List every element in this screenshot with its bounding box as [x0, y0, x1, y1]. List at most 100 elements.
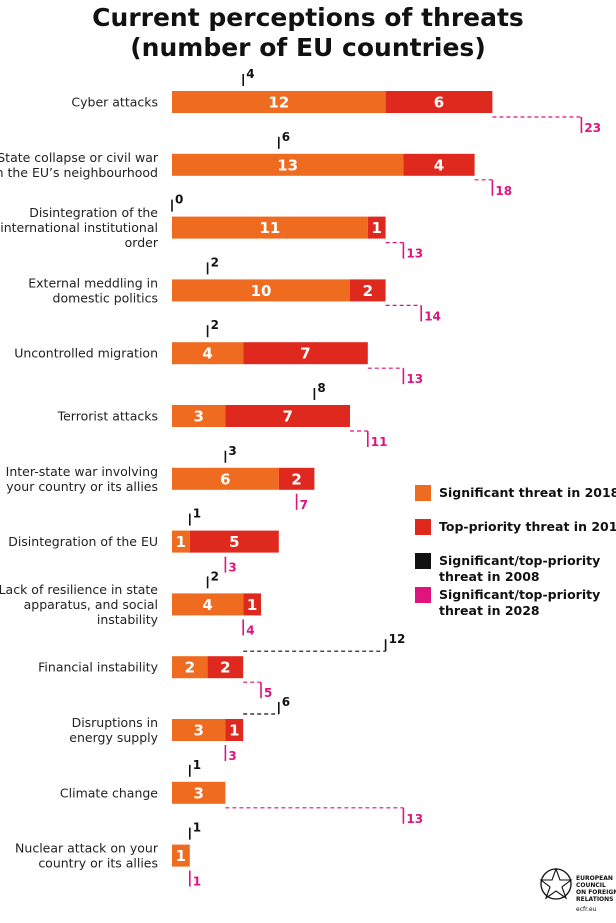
- legend-swatch: [415, 519, 431, 535]
- bar-top-priority-2018: [350, 279, 386, 302]
- bar-significant-2018: [172, 656, 208, 679]
- category-label: Disruptions in: [72, 715, 158, 730]
- bar-value-label: 6: [434, 94, 444, 112]
- bar-top-priority-2018: [367, 216, 386, 239]
- category-label: energy supply: [69, 730, 158, 745]
- bar-significant-2018: [172, 530, 190, 553]
- marker-2008-label: 4: [246, 67, 254, 81]
- category-label: Lack of resilience in state: [0, 582, 158, 597]
- bar-row: Uncontrolled migration 4 7 2 13: [14, 318, 423, 386]
- bar-top-priority-2018: [225, 719, 244, 741]
- bar-significant-2018: [172, 279, 350, 302]
- legend-label: Significant/top-priority: [439, 553, 600, 568]
- category-label: Disintegration of the: [29, 205, 158, 220]
- logo-text: RELATIONS: [576, 896, 614, 903]
- category-label: instability: [97, 612, 159, 627]
- bar-value-label: 3: [193, 722, 203, 740]
- legend-swatch: [415, 553, 431, 569]
- marker-2028-label: 11: [371, 435, 388, 449]
- category-label: Terrorist attacks: [57, 409, 158, 424]
- legend-label: Significant threat in 2018: [439, 485, 616, 500]
- category-label: in the EU’s neighbourhood: [0, 165, 158, 180]
- category-label: Nuclear attack on your: [15, 841, 159, 856]
- bar-value-label: 2: [291, 470, 301, 488]
- marker-2028-label: 3: [228, 749, 236, 763]
- bar-value-label: 12: [268, 94, 289, 112]
- marker-2028-label: 7: [300, 498, 308, 512]
- category-label: Inter-state war involving: [6, 464, 158, 479]
- legend-item: Top-priority threat in 2018: [415, 519, 616, 535]
- marker-2008-label: 6: [282, 695, 290, 709]
- marker-2028-label: 14: [424, 309, 441, 323]
- marker-2028-label: 23: [584, 121, 601, 135]
- bar-value-label: 10: [251, 282, 272, 300]
- bar-row: Climate change 3 1 13: [60, 758, 423, 826]
- bar-significant-2018: [172, 844, 190, 867]
- bar-top-priority-2018: [207, 656, 244, 679]
- bar-top-priority-2018: [243, 593, 261, 616]
- category-label: country or its allies: [38, 856, 158, 871]
- bar-value-label: 6: [220, 470, 230, 488]
- bar-value-label: 2: [363, 282, 373, 300]
- marker-2028-label: 13: [406, 372, 423, 386]
- category-label: Cyber attacks: [71, 95, 158, 110]
- bar-value-label: 2: [185, 659, 195, 677]
- chart-title: (number of EU countries): [130, 33, 486, 62]
- bar-value-label: 2: [220, 659, 230, 677]
- bar-significant-2018: [172, 153, 404, 176]
- bar-value-label: 11: [259, 219, 280, 237]
- bar-top-priority-2018: [278, 467, 315, 490]
- marker-2028-label: 13: [406, 247, 423, 261]
- marker-2028-label: 3: [228, 561, 236, 575]
- marker-2028-label: 18: [495, 184, 512, 198]
- category-label: Disintegration of the EU: [8, 534, 158, 549]
- bar-row: Cyber attacks 12 6 4 23: [71, 67, 601, 135]
- bar-value-label: 3: [193, 784, 203, 802]
- bar-value-label: 1: [176, 533, 186, 551]
- bar-top-priority-2018: [385, 91, 493, 113]
- category-label: your country or its allies: [6, 479, 158, 494]
- bar-value-label: 7: [300, 345, 310, 363]
- logo-text: EUROPEAN: [576, 875, 613, 882]
- bar-value-label: 13: [277, 156, 298, 174]
- marker-2008-label: 6: [282, 130, 290, 144]
- bar-value-label: 3: [193, 408, 203, 426]
- marker-2028-label: 13: [406, 812, 423, 826]
- category-label: Climate change: [60, 785, 158, 800]
- bar-value-label: 7: [282, 408, 292, 426]
- bar-top-priority-2018: [189, 530, 279, 553]
- marker-2008-label: 0: [175, 193, 183, 207]
- category-label: apparatus, and social: [24, 597, 158, 612]
- marker-2008-label: 2: [211, 569, 219, 583]
- category-label: Financial instability: [38, 660, 158, 675]
- bar-significant-2018: [172, 467, 279, 490]
- category-label: External meddling in: [28, 275, 158, 290]
- bar-significant-2018: [172, 91, 386, 113]
- bar-value-label: 1: [247, 596, 257, 614]
- bar-significant-2018: [172, 405, 226, 427]
- bar-value-label: 5: [229, 533, 239, 551]
- legend-label: Top-priority threat in 2018: [439, 519, 616, 534]
- bar-top-priority-2018: [243, 342, 368, 365]
- logo-text: ON FOREIGN: [576, 889, 616, 896]
- category-label: State collapse or civil war: [0, 150, 159, 165]
- marker-2028-label: 5: [264, 686, 272, 700]
- marker-2008-label: 8: [317, 381, 325, 395]
- bar-value-label: 1: [176, 847, 186, 865]
- bar-significant-2018: [172, 216, 368, 239]
- source-url: ecfr.eu: [576, 906, 597, 913]
- marker-2008-label: 1: [193, 821, 201, 835]
- bar-top-priority-2018: [403, 153, 475, 176]
- logo-text: COUNCIL: [576, 882, 606, 889]
- marker-2008-label: 3: [228, 444, 236, 458]
- marker-2008-label: 2: [211, 255, 219, 269]
- category-label: domestic politics: [53, 290, 158, 305]
